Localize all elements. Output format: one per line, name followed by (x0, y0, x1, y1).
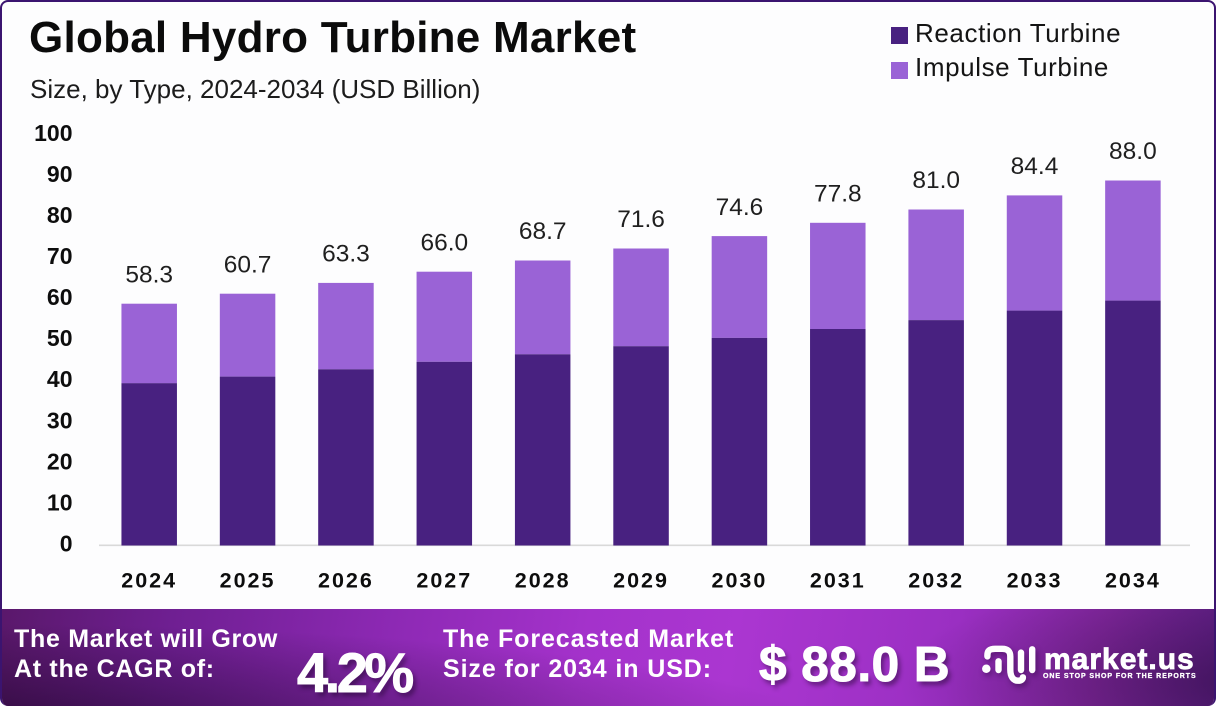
svg-text:88.0: 88.0 (1109, 138, 1157, 165)
svg-text:77.8: 77.8 (814, 181, 862, 208)
svg-text:30: 30 (47, 407, 73, 433)
svg-text:2025: 2025 (220, 569, 276, 593)
svg-text:2026: 2026 (318, 569, 374, 593)
svg-text:60.7: 60.7 (224, 251, 272, 278)
svg-text:2029: 2029 (613, 569, 669, 593)
svg-text:20: 20 (47, 448, 73, 474)
svg-text:40: 40 (47, 366, 73, 392)
svg-text:2030: 2030 (711, 569, 767, 593)
svg-text:71.6: 71.6 (617, 206, 665, 233)
svg-text:58.3: 58.3 (125, 261, 173, 288)
svg-text:2031: 2031 (810, 569, 866, 593)
svg-text:50: 50 (47, 325, 73, 351)
svg-text:100: 100 (34, 120, 72, 146)
svg-text:70: 70 (47, 243, 73, 269)
svg-text:60: 60 (47, 284, 73, 310)
svg-text:66.0: 66.0 (420, 229, 468, 256)
svg-text:2033: 2033 (1007, 569, 1063, 593)
svg-text:2032: 2032 (908, 569, 964, 593)
svg-text:2024: 2024 (121, 569, 177, 593)
svg-text:81.0: 81.0 (912, 167, 960, 194)
svg-text:74.6: 74.6 (716, 194, 764, 221)
svg-text:2027: 2027 (416, 569, 472, 593)
svg-text:0: 0 (60, 531, 73, 557)
svg-text:2028: 2028 (515, 569, 571, 593)
svg-text:10: 10 (47, 489, 73, 515)
svg-text:84.4: 84.4 (1011, 153, 1059, 180)
svg-text:68.7: 68.7 (519, 218, 567, 245)
svg-text:2034: 2034 (1105, 569, 1161, 593)
svg-text:80: 80 (47, 202, 73, 228)
svg-text:90: 90 (47, 161, 73, 187)
svg-text:63.3: 63.3 (322, 241, 370, 268)
